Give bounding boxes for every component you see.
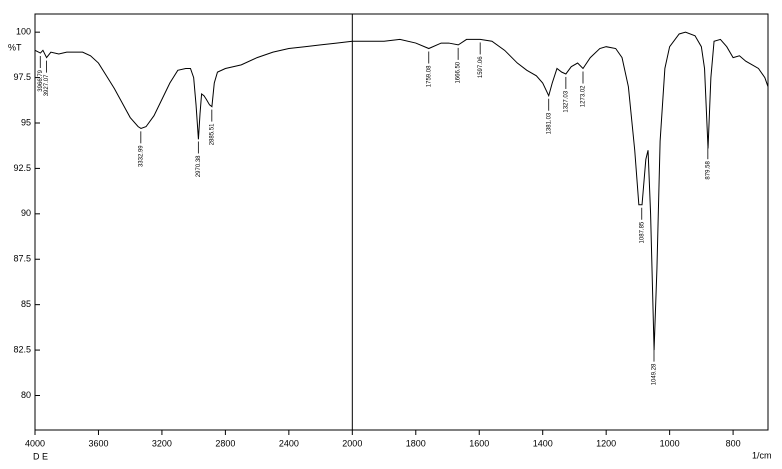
- x-tick-label: 4000: [25, 438, 45, 448]
- peak-label: 1666.50: [456, 61, 462, 83]
- peak-label: 1327.03: [563, 90, 569, 112]
- y-tick-label: 90: [21, 208, 31, 218]
- y-tick-label: 82.5: [13, 344, 31, 354]
- peak-label: 879.58: [705, 161, 711, 180]
- x-tick-label: 2000: [342, 438, 362, 448]
- plot-frame: [34, 13, 769, 431]
- peak-label: 3332.99: [138, 145, 144, 167]
- y-tick-label: 80: [21, 390, 31, 400]
- x-tick-label: 3200: [152, 438, 172, 448]
- y-tick-label: 100: [16, 27, 31, 37]
- peak-label: 1273.02: [581, 85, 587, 107]
- y-tick-label: 87.5: [13, 254, 31, 264]
- x-tick-label: 3600: [88, 438, 108, 448]
- peak-label: 2970.38: [196, 155, 202, 177]
- peak-label: 1087.85: [639, 221, 645, 243]
- peak-label: 1049.28: [652, 363, 658, 385]
- peak-label: 2885.51: [209, 123, 215, 145]
- y-axis-label: %T: [8, 42, 22, 52]
- y-tick-label: 95: [21, 117, 31, 127]
- y-tick-label: 97.5: [13, 72, 31, 82]
- x-tick-label: 2800: [215, 438, 235, 448]
- x-tick-label: 1800: [406, 438, 426, 448]
- x-axis-label: 1/cm: [752, 450, 772, 460]
- peak-label: 1759.08: [426, 65, 432, 87]
- x-tick-label: 1000: [660, 438, 680, 448]
- peak-label: 1597.06: [478, 56, 484, 78]
- footer-label: D E: [33, 451, 48, 461]
- x-tick-label: 1200: [596, 438, 616, 448]
- y-tick-label: 85: [21, 299, 31, 309]
- x-tick-label: 1600: [469, 438, 489, 448]
- x-tick-label: 2400: [279, 438, 299, 448]
- x-tick-label: 1400: [533, 438, 553, 448]
- y-tick-label: 92.5: [13, 163, 31, 173]
- spectrum-line: [34, 31, 769, 351]
- peak-label: 1381.03: [546, 112, 552, 134]
- peak-label: 3966.79: [38, 69, 44, 91]
- x-tick-label: 800: [726, 438, 741, 448]
- peak-label: 3927.07: [44, 74, 50, 96]
